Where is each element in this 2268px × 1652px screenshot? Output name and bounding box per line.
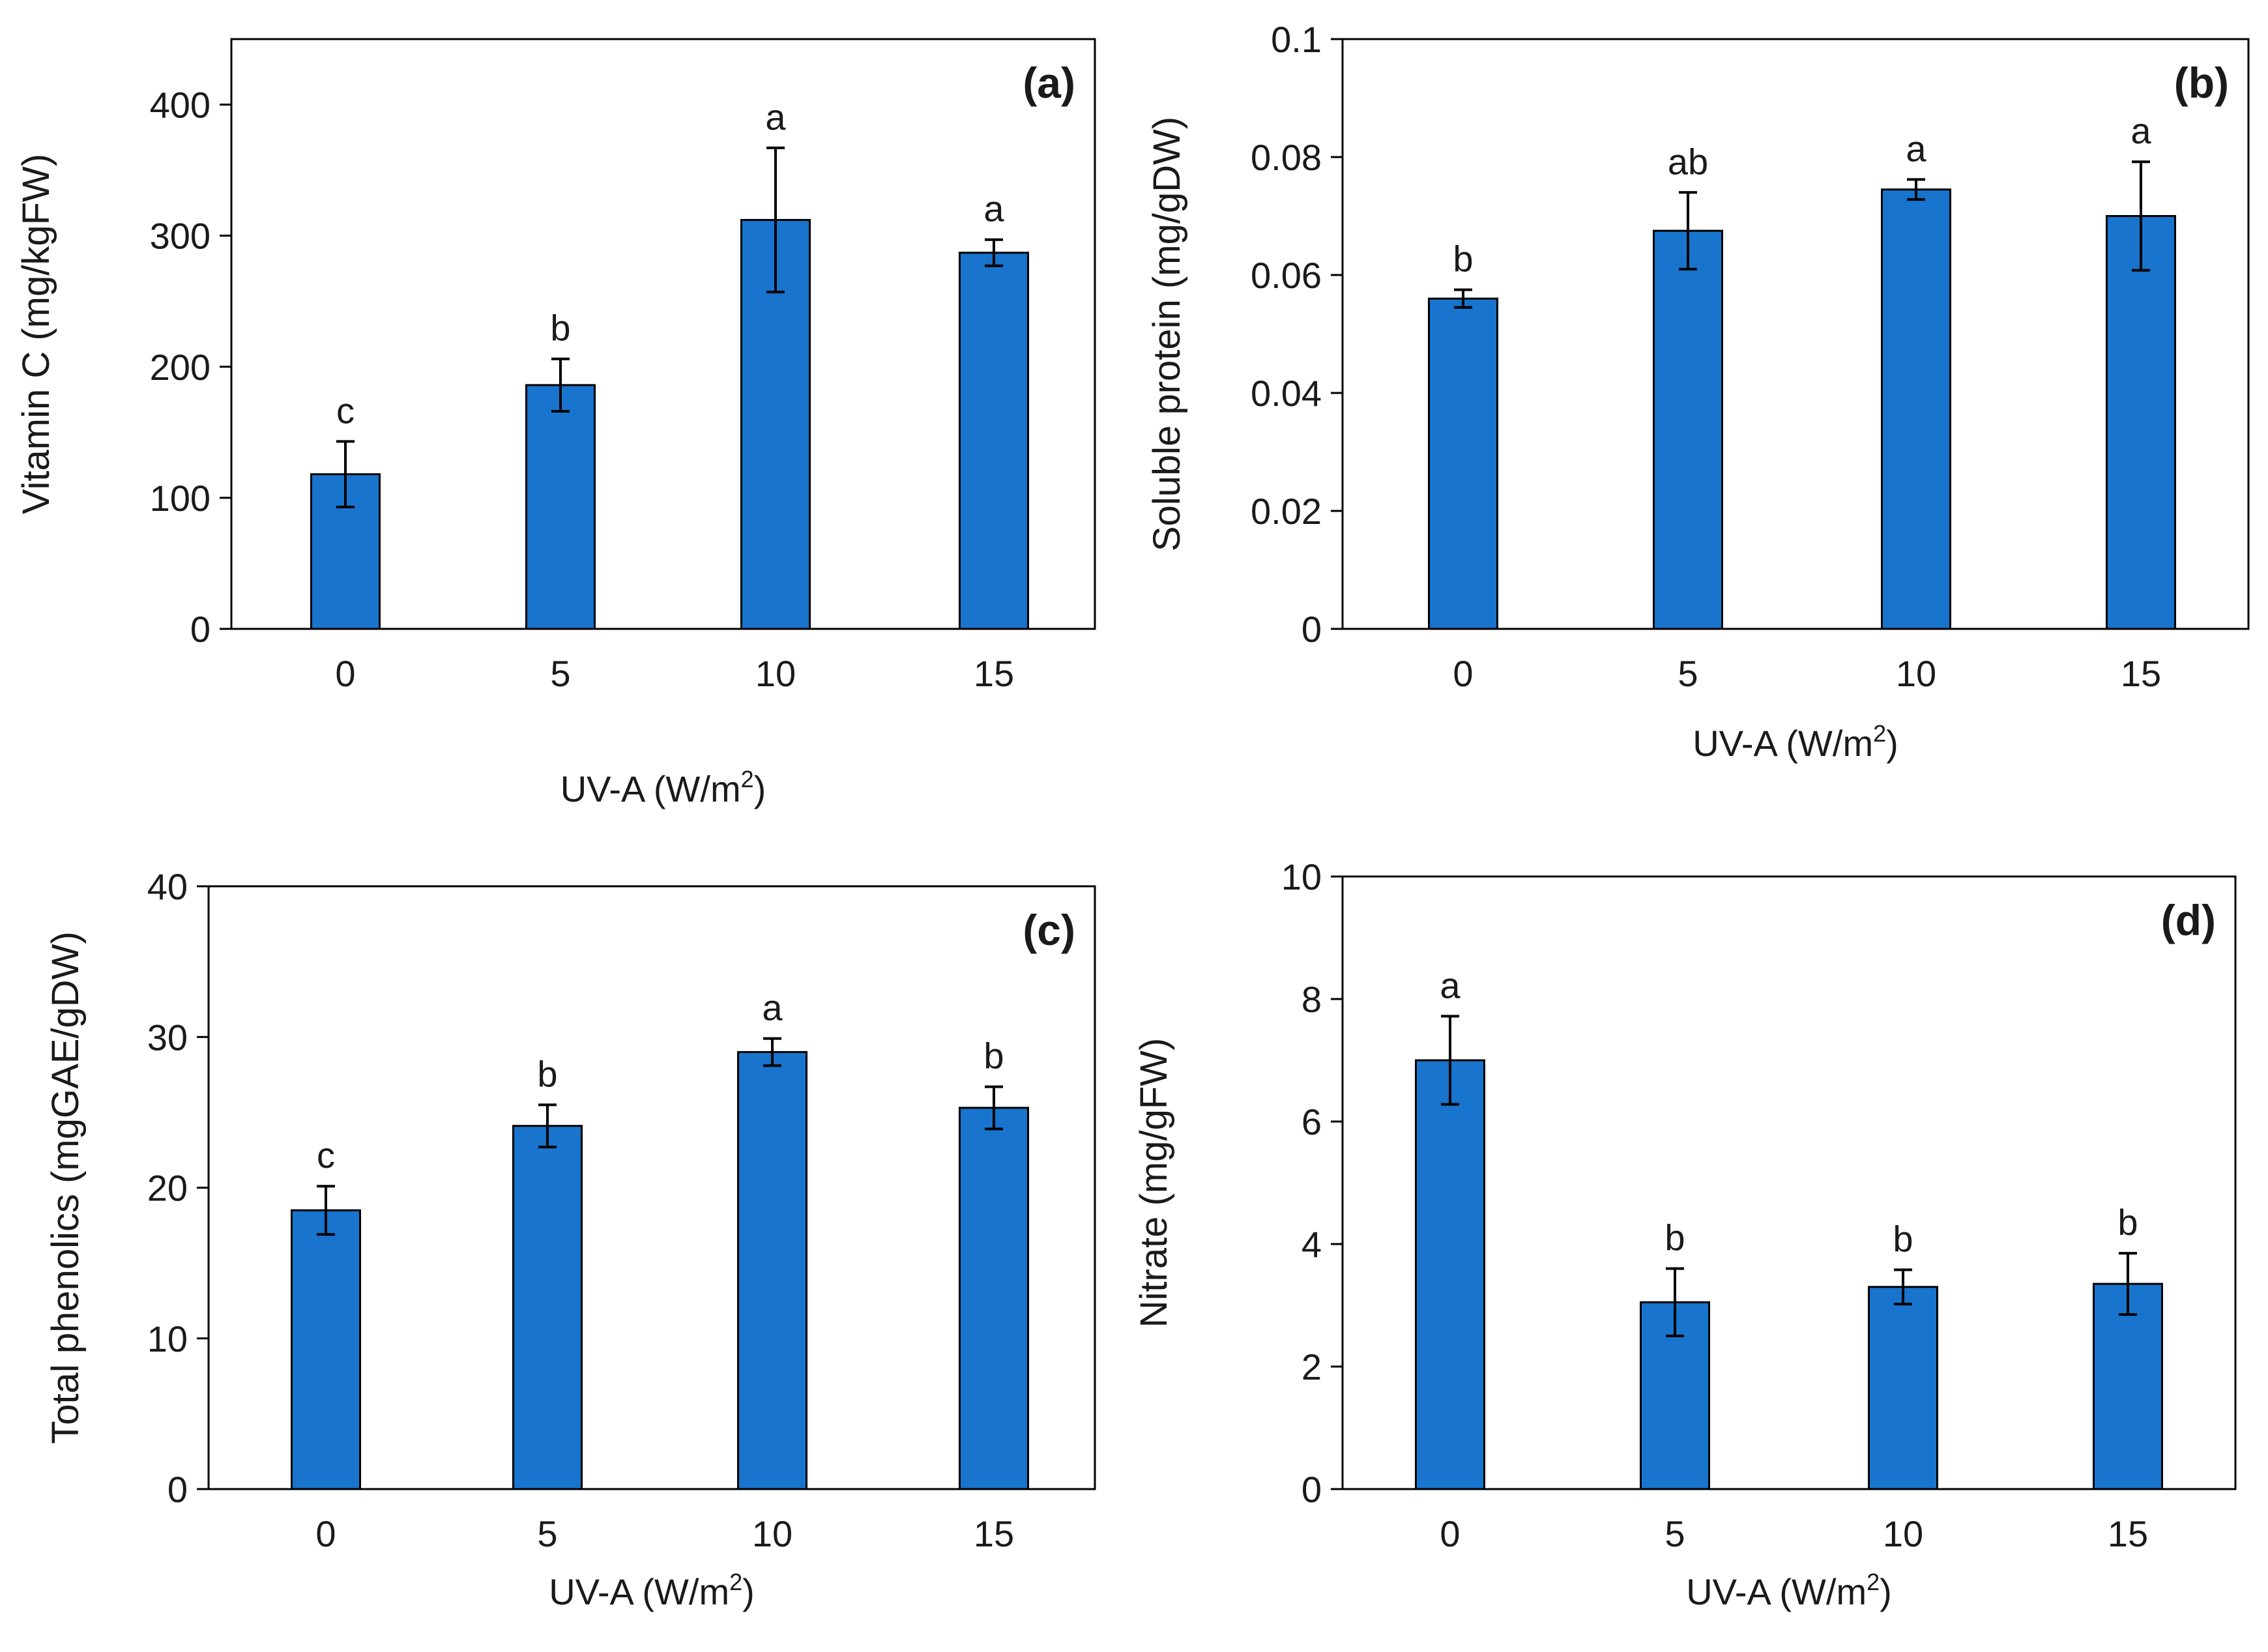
x-tick-label: 5: [550, 653, 570, 694]
y-tick-label: 0: [1301, 1469, 1322, 1510]
y-tick-label: 8: [1301, 979, 1322, 1020]
bar: [1428, 297, 1498, 630]
x-axis-label-main: UV-A (W/m: [1686, 1571, 1867, 1612]
y-tick-label: 6: [1301, 1101, 1322, 1142]
x-tick-label: 10: [1896, 653, 1936, 694]
bar: [525, 384, 596, 630]
x-tick-label: 0: [1453, 653, 1473, 694]
bar: [1653, 229, 1723, 630]
y-tick-label: 10: [147, 1318, 188, 1359]
x-tick-label: 0: [315, 1513, 336, 1554]
significance-letter: b: [1453, 239, 1473, 280]
x-axis-label-sup: 2: [1873, 720, 1886, 747]
bar: [291, 1209, 361, 1490]
significance-letter: b: [550, 308, 570, 349]
significance-letter: b: [1893, 1218, 1913, 1259]
y-tick-label: 0.02: [1251, 491, 1322, 532]
significance-letter: b: [2117, 1202, 2138, 1243]
y-tick-label: 400: [150, 85, 211, 126]
y-tick-label: 40: [147, 866, 188, 907]
panel-tag: (d): [2161, 896, 2216, 944]
x-axis-label-sup: 2: [1867, 1569, 1880, 1595]
y-tick-label: 0.1: [1271, 19, 1322, 60]
x-axis-label-main: UV-A (W/m: [549, 1571, 729, 1612]
significance-letter: b: [983, 1036, 1004, 1077]
x-tick-label: 10: [1883, 1513, 1923, 1554]
plot-frame: [1341, 38, 2250, 630]
y-axis-label: Nitrate (mg/gFW): [1133, 1038, 1175, 1328]
bar: [2106, 215, 2176, 630]
x-axis-label: UV-A (W/m2): [1693, 720, 1898, 764]
y-tick-label: 200: [150, 347, 211, 388]
y-tick-label: 100: [150, 478, 211, 519]
y-tick-label: 0.04: [1251, 373, 1322, 414]
bar: [1415, 1059, 1485, 1490]
y-tick-label: 30: [147, 1017, 188, 1058]
panel-c: 0 10 20 30 40 c 0 b 5 a 10 b 15 (c) Total phenolics (m…: [44, 866, 1096, 1612]
significance-letter: c: [317, 1135, 335, 1176]
significance-letter: b: [537, 1053, 557, 1094]
panel-tag: (c): [1023, 906, 1075, 954]
significance-letter: a: [765, 96, 786, 138]
x-tick-label: 5: [537, 1513, 557, 1554]
x-axis-label-sup: 2: [729, 1569, 742, 1595]
x-axis-label-main: UV-A (W/m: [560, 768, 741, 809]
x-tick-label: 10: [755, 653, 796, 694]
x-axis-label: UV-A (W/m2): [560, 766, 766, 809]
x-tick-label: 15: [974, 653, 1014, 694]
y-tick-label: 0.06: [1251, 255, 1322, 296]
x-axis-label-end: ): [1880, 1571, 1892, 1612]
x-axis-label-end: ): [1886, 723, 1898, 764]
x-axis-label-end: ): [742, 1571, 755, 1612]
plot-frame: [1341, 875, 2237, 1490]
bar: [512, 1125, 583, 1490]
y-axis-label: Soluble protein (mg/gDW): [1146, 117, 1188, 551]
y-axis-label: Vitamin C (mg/kgFW): [15, 154, 57, 514]
x-tick-label: 5: [1665, 1513, 1685, 1554]
y-tick-label: 10: [1281, 856, 1322, 897]
x-tick-label: 15: [2108, 1513, 2148, 1554]
panel-tag: (a): [1023, 59, 1075, 107]
x-tick-label: 15: [974, 1513, 1014, 1554]
y-tick-label: 0: [1301, 609, 1322, 650]
panel-b: 0 0.02 0.04 0.06 0.08 0.1 b 0 ab 5 a 10 a 15 (b) Solubl…: [1146, 19, 2250, 764]
significance-letter: c: [336, 390, 355, 431]
significance-letter: a: [762, 987, 783, 1028]
y-tick-label: 2: [1301, 1346, 1322, 1387]
x-tick-label: 5: [1678, 653, 1698, 694]
x-axis-label-sup: 2: [741, 766, 754, 792]
bar: [737, 1051, 807, 1490]
x-axis-label-main: UV-A (W/m: [1693, 723, 1873, 764]
x-tick-label: 10: [752, 1513, 792, 1554]
significance-letter: a: [1440, 964, 1461, 1006]
panel-tag: (b): [2174, 59, 2229, 107]
x-tick-label: 0: [335, 653, 355, 694]
x-axis-label: UV-A (W/m2): [549, 1569, 755, 1612]
significance-letter: ab: [1668, 141, 1708, 182]
bar: [1868, 1286, 1938, 1490]
x-axis-label: UV-A (W/m2): [1686, 1569, 1892, 1612]
significance-letter: a: [983, 188, 1004, 229]
significance-letter: a: [2130, 110, 2151, 151]
bar: [959, 1107, 1029, 1490]
bar: [2093, 1282, 2163, 1490]
y-tick-label: 300: [150, 216, 211, 257]
bar: [959, 252, 1029, 630]
panel-d: 0 2 4 6 8 10 a 0 b 5 b 10 b 15 (d) Nitrate (mg/gFW) UV-A…: [1133, 856, 2237, 1612]
y-tick-label: 4: [1301, 1224, 1322, 1265]
x-tick-label: 15: [2121, 653, 2161, 694]
panel-a: 0 100 200 300 400 c 0 b 5 a 10 a 15 (a) Vitamin C (mg/…: [15, 38, 1096, 809]
x-tick-label: 0: [1440, 1513, 1460, 1554]
significance-letter: a: [1906, 128, 1926, 169]
y-tick-label: 20: [147, 1168, 188, 1209]
significance-letter: b: [1665, 1217, 1685, 1258]
bar: [1881, 188, 1951, 630]
y-tick-label: 0.08: [1251, 137, 1322, 178]
y-axis-label: Total phenolics (mgGAE/gDW): [44, 931, 87, 1443]
x-axis-label-end: ): [754, 768, 766, 809]
plot-frame: [230, 38, 1096, 630]
y-tick-label: 0: [190, 609, 211, 650]
y-tick-label: 0: [167, 1469, 188, 1510]
